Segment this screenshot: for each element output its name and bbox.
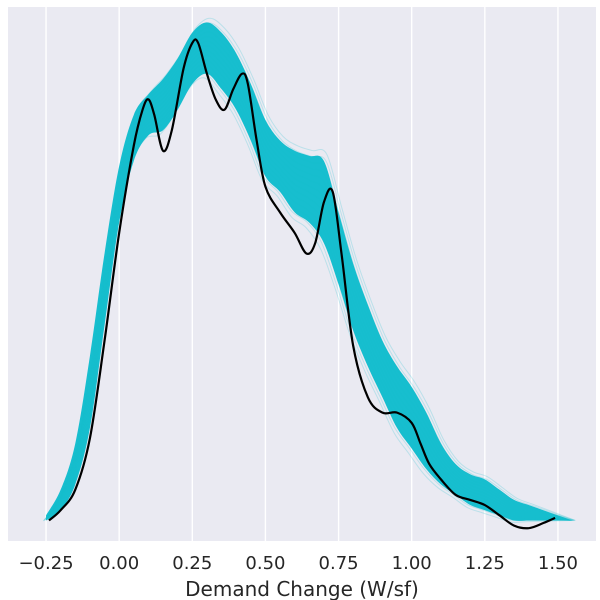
main-curve-layer [48,38,556,530]
ensemble-strand [48,17,576,521]
ensemble-strand [46,36,574,521]
ensemble-strand [43,68,571,521]
plot-background [8,7,596,541]
x-tick-label: 0.75 [319,553,359,574]
ensemble-strand [47,26,575,521]
ensemble-strand [44,54,572,521]
x-tick-label: −0.25 [18,553,73,574]
x-tick-labels: −0.25 0.00 0.25 0.50 0.75 1.00 1.25 1.50 [18,553,578,574]
ensemble-strand [48,22,576,521]
ensemble-strand [44,59,572,521]
ensemble-curves [42,17,576,523]
ensemble-strand [45,45,573,521]
x-tick-label: 0.50 [245,553,285,574]
x-tick-label: 1.50 [538,553,578,574]
x-tick-label: 0.25 [172,553,212,574]
ensemble-strand [42,77,570,523]
x-tick-label: 1.25 [465,553,505,574]
x-tick-label: 1.00 [392,553,432,574]
ensemble-strand [46,40,574,521]
x-axis-label: Demand Change (W/sf) [185,577,419,600]
ensemble-strand [43,72,571,522]
ensemble-strand [45,49,573,521]
ensemble-strand [47,31,575,521]
x-tick-label: 0.00 [99,553,139,574]
main-density-line [48,38,556,530]
